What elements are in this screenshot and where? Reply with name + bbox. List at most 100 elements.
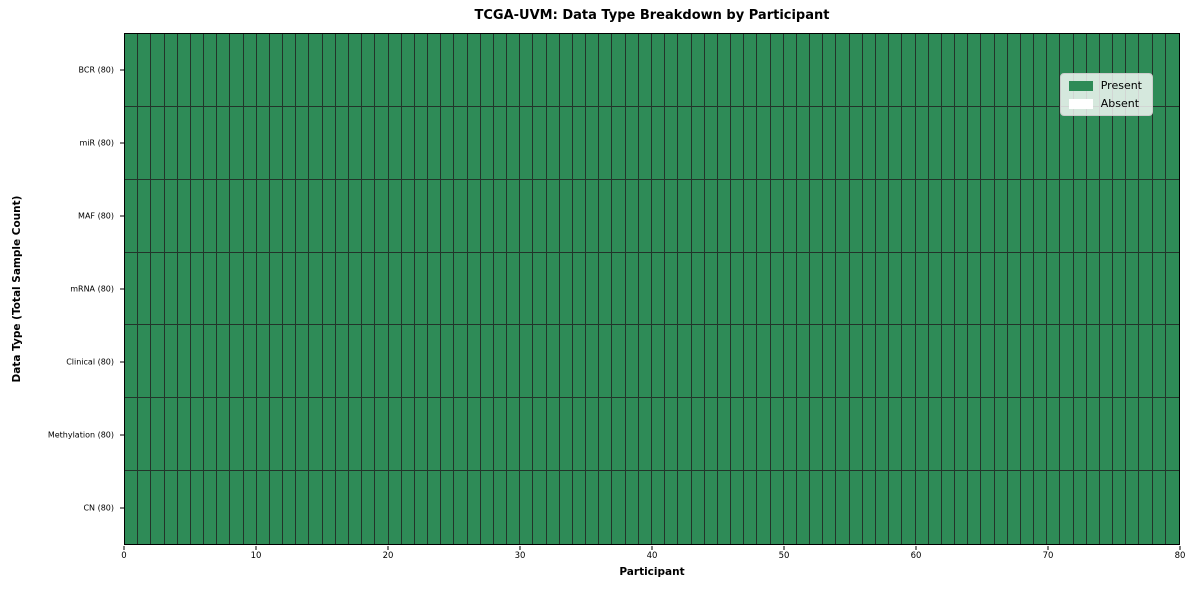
heatmap-cell — [230, 34, 244, 107]
heatmap-cell — [836, 325, 850, 399]
heatmap-cell — [599, 179, 613, 253]
heatmap-cell — [335, 179, 349, 253]
heatmap-cell — [283, 34, 297, 107]
heatmap-cell — [559, 106, 573, 180]
heatmap-cell — [612, 252, 626, 326]
x-tick-label: 60 — [910, 551, 922, 561]
heatmap-cell — [717, 325, 732, 399]
heatmap-cell — [625, 34, 639, 107]
heatmap-cell — [744, 471, 758, 544]
heatmap-cell — [652, 471, 666, 544]
heatmap-cell — [348, 179, 363, 253]
heatmap-cell — [1073, 471, 1087, 544]
heatmap-cell — [190, 471, 205, 544]
heatmap-cell — [375, 252, 389, 326]
heatmap-cell — [414, 179, 429, 253]
heatmap-cell — [559, 179, 573, 253]
heatmap-cell — [151, 325, 165, 399]
heatmap-cell — [994, 252, 1008, 326]
heatmap-cell — [889, 398, 903, 472]
heatmap-cell — [612, 398, 626, 472]
heatmap-cell — [678, 179, 692, 253]
heatmap-cell — [362, 179, 376, 253]
heatmap-cell — [717, 398, 732, 472]
heatmap-cell — [177, 325, 191, 399]
heatmap-cell — [1007, 398, 1021, 472]
heatmap-cell — [1034, 398, 1048, 472]
heatmap-cell — [256, 106, 270, 180]
heatmap-cell — [915, 179, 929, 253]
heatmap-cell — [704, 398, 718, 472]
heatmap-cell — [902, 471, 916, 544]
heatmap-cell — [968, 252, 982, 326]
heatmap-cell — [862, 179, 876, 253]
heatmap-cell — [704, 179, 718, 253]
heatmap-cell — [322, 252, 336, 326]
heatmap-cell — [744, 179, 758, 253]
heatmap-cell — [665, 34, 679, 107]
heatmap-cell — [836, 398, 850, 472]
heatmap-cell — [177, 471, 191, 544]
heatmap-cell — [269, 398, 284, 472]
heatmap-cell — [810, 471, 824, 544]
heatmap-cell — [533, 179, 547, 253]
heatmap-cell — [546, 252, 560, 326]
heatmap-cell — [968, 179, 982, 253]
heatmap-cell — [230, 398, 244, 472]
heatmap-cell — [691, 34, 705, 107]
heatmap-cell — [164, 34, 178, 107]
legend-label-absent: Absent — [1100, 97, 1140, 110]
heatmap-cell — [1113, 179, 1127, 253]
heatmap-cell — [164, 106, 178, 180]
heatmap-cell — [125, 471, 139, 544]
heatmap-cell — [283, 471, 297, 544]
heatmap-cell — [1086, 179, 1100, 253]
heatmap-cell — [717, 34, 732, 107]
heatmap-cell — [467, 325, 481, 399]
heatmap-cell — [599, 34, 613, 107]
heatmap-cell — [217, 398, 231, 472]
heatmap-cell — [230, 106, 244, 180]
heatmap-cell — [125, 325, 139, 399]
heatmap-cell — [217, 252, 231, 326]
x-tick-mark — [1179, 546, 1181, 550]
heatmap-cell — [151, 398, 165, 472]
heatmap-cell — [204, 471, 218, 544]
heatmap-cell — [770, 398, 784, 472]
heatmap-cell — [612, 471, 626, 544]
heatmap-cell — [283, 106, 297, 180]
heatmap-cell — [520, 471, 534, 544]
heatmap-cell — [928, 471, 942, 544]
heatmap-cell — [941, 325, 956, 399]
heatmap-cell — [1073, 325, 1087, 399]
heatmap-cell — [1060, 398, 1074, 472]
heatmap-cell — [230, 325, 244, 399]
heatmap-cell — [190, 34, 205, 107]
heatmap-cell — [1152, 34, 1166, 107]
heatmap-cell — [401, 325, 415, 399]
heatmap-cell — [968, 34, 982, 107]
heatmap-cell — [717, 106, 732, 180]
heatmap-cell — [889, 106, 903, 180]
heatmap-cell — [652, 106, 666, 180]
heatmap-cell — [125, 106, 139, 180]
heatmap-cell — [955, 471, 969, 544]
heatmap-cell — [796, 179, 811, 253]
heatmap-cell — [810, 179, 824, 253]
heatmap-cell — [1007, 471, 1021, 544]
y-tick-label: BCR (80) — [78, 65, 114, 75]
heatmap-cell — [849, 252, 863, 326]
heatmap-cell — [375, 34, 389, 107]
heatmap-cell — [190, 179, 205, 253]
heatmap-cell — [757, 106, 771, 180]
heatmap-cell — [638, 34, 652, 107]
heatmap-cell — [1060, 179, 1074, 253]
heatmap-cell — [889, 34, 903, 107]
heatmap-cell — [823, 34, 837, 107]
heatmap-cell — [599, 398, 613, 472]
heatmap-cell — [928, 252, 942, 326]
heatmap-cell — [454, 34, 468, 107]
heatmap-cell — [1126, 325, 1140, 399]
heatmap-cell — [493, 106, 508, 180]
heatmap-cell — [586, 471, 600, 544]
